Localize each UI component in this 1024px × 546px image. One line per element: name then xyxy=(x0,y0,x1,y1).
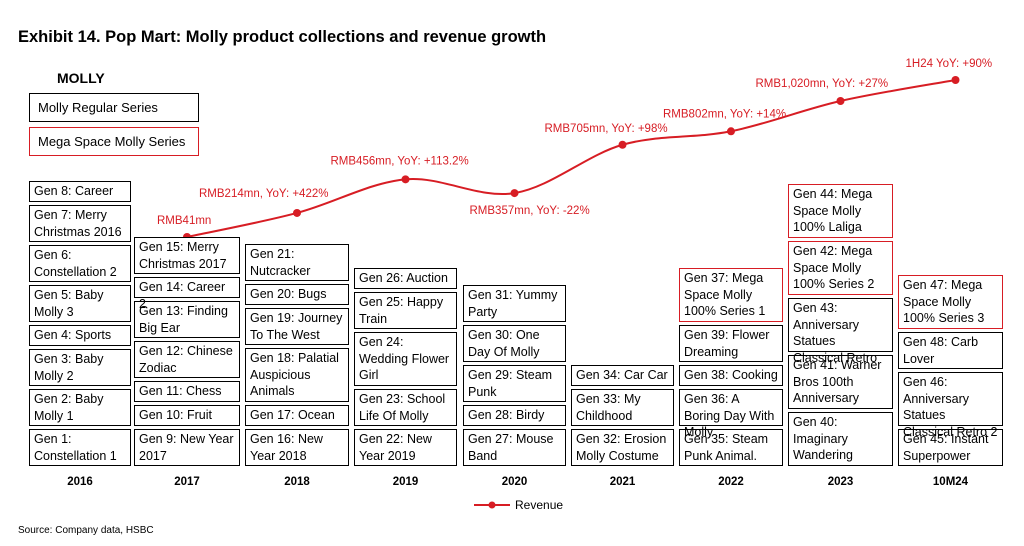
revenue-point xyxy=(951,76,960,84)
regular-series-box: Gen 25: Happy Train xyxy=(354,292,457,329)
regular-series-box: Gen 27: Mouse Band xyxy=(463,429,566,466)
regular-series-box: Gen 23: School Life Of Molly xyxy=(354,389,457,426)
regular-series-box: Gen 41: Warner Bros 100th Anniversary xyxy=(788,355,893,409)
revenue-line xyxy=(186,79,956,238)
x-tick-label: 2021 xyxy=(609,476,636,488)
regular-series-box: Gen 29: Steam Punk xyxy=(463,365,566,402)
regular-series-box: Gen 30: One Day Of Molly xyxy=(463,325,566,362)
regular-series-box: Gen 34: Car Car xyxy=(571,365,674,386)
regular-series-box: Gen 36: A Boring Day With Molly xyxy=(679,389,783,439)
revenue-data-label: RMB1,020mn, YoY: +27% xyxy=(756,78,889,90)
revenue-data-label: RMB214mn, YoY: +422% xyxy=(199,188,328,200)
regular-series-box: Gen 17: Ocean xyxy=(245,405,349,426)
regular-series-box: Gen 35: Steam Punk Animal. xyxy=(679,429,783,466)
regular-series-box: Gen 24: Wedding Flower Girl xyxy=(354,332,457,386)
regular-series-box: Gen 39: Flower Dreaming xyxy=(679,325,783,362)
mega-series-box: Gen 44: Mega Space Molly 100% Laliga xyxy=(788,184,893,238)
regular-series-box: Gen 6: Constellation 2 xyxy=(29,245,131,282)
regular-series-box: Gen 9: New Year 2017 xyxy=(134,429,240,466)
revenue-data-label: 1H24 YoY: +90% xyxy=(906,58,993,70)
x-tick-label: 10M24 xyxy=(932,476,969,488)
x-tick-label: 2019 xyxy=(392,476,419,488)
revenue-data-label: RMB41mn xyxy=(157,215,211,227)
regular-series-box: Gen 8: Career xyxy=(29,181,131,202)
x-tick-label: 2022 xyxy=(718,476,744,488)
regular-series-box: Gen 7: Merry Christmas 2016 xyxy=(29,205,131,242)
regular-series-box: Gen 2: Baby Molly 1 xyxy=(29,389,131,426)
revenue-data-label: RMB705mn, YoY: +98% xyxy=(545,123,668,135)
x-tick-label: 2018 xyxy=(284,476,310,488)
regular-series-box: Gen 38: Cooking xyxy=(679,365,783,386)
regular-series-box: Gen 48: Carb Lover xyxy=(898,332,1003,369)
regular-series-box: Gen 13: Finding Big Ear xyxy=(134,301,240,338)
mega-series-box: Gen 42: Mega Space Molly 100% Series 2 xyxy=(788,241,893,295)
legend-box-mega: Mega Space Molly Series xyxy=(29,127,199,156)
regular-series-box: Gen 4: Sports xyxy=(29,325,131,346)
regular-series-box: Gen 22: New Year 2019 xyxy=(354,429,457,466)
x-tick-label: 2020 xyxy=(501,476,528,488)
page-title: Exhibit 14. Pop Mart: Molly product coll… xyxy=(18,28,547,46)
mega-series-box: Gen 47: Mega Space Molly 100% Series 3 xyxy=(898,275,1003,329)
regular-series-box: Gen 11: Chess xyxy=(134,381,240,402)
regular-series-box: Gen 3: Baby Molly 2 xyxy=(29,349,131,386)
revenue-data-label: RMB456mn, YoY: +113.2% xyxy=(331,155,469,167)
regular-series-box: Gen 46: Anniversary Statues Classical Re… xyxy=(898,372,1003,439)
revenue-point xyxy=(401,175,410,184)
revenue-point xyxy=(510,189,519,198)
regular-series-box: Gen 40: Imaginary Wandering xyxy=(788,412,893,466)
revenue-point xyxy=(727,127,735,136)
brand-label: MOLLY xyxy=(57,70,105,86)
regular-series-box: Gen 21: Nutcracker xyxy=(245,244,349,281)
x-tick-label: 2023 xyxy=(827,476,854,488)
regular-series-box: Gen 16: New Year 2018 xyxy=(245,429,349,466)
regular-series-box: Gen 43: Anniversary Statues Classical Re… xyxy=(788,298,893,365)
regular-series-box: Gen 31: Yummy Party xyxy=(463,285,566,322)
regular-series-box: Gen 10: Fruit xyxy=(134,405,240,426)
legend-box-regular: Molly Regular Series xyxy=(29,93,199,122)
regular-series-box: Gen 26: Auction xyxy=(354,268,457,289)
legend-label: Revenue xyxy=(515,498,564,512)
revenue-point xyxy=(293,208,301,217)
revenue-data-label: RMB357mn, YoY: -22% xyxy=(470,205,590,217)
x-tick-label: 2016 xyxy=(67,476,93,488)
regular-series-box: Gen 19: Journey To The West xyxy=(245,308,349,345)
regular-series-box: Gen 5: Baby Molly 3 xyxy=(29,285,131,322)
regular-series-box: Gen 14: Career 2 xyxy=(134,277,240,311)
mega-series-box: Gen 37: Mega Space Molly 100% Series 1 xyxy=(679,268,783,322)
chart-legend: Revenue xyxy=(474,498,563,512)
regular-series-box: Gen 28: Birdy xyxy=(463,405,566,426)
regular-series-box: Gen 20: Bugs xyxy=(245,284,349,305)
legend-line-icon xyxy=(474,501,510,509)
regular-series-box: Gen 1: Constellation 1 xyxy=(29,429,131,466)
regular-series-box: Gen 32: Erosion Molly Costume xyxy=(571,429,674,466)
regular-series-box: Gen 12: Chinese Zodiac xyxy=(134,341,240,378)
regular-series-box: Gen 45: Instant Superpower xyxy=(898,429,1003,466)
revenue-point xyxy=(618,140,627,149)
revenue-point xyxy=(836,97,845,105)
x-tick-label: 2017 xyxy=(174,476,200,488)
source-note: Source: Company data, HSBC xyxy=(18,525,154,536)
regular-series-box: Gen 15: Merry Christmas 2017 xyxy=(134,237,240,274)
regular-series-box: Gen 33: My Childhood xyxy=(571,389,674,426)
regular-series-box: Gen 18: Palatial Auspicious Animals xyxy=(245,348,349,402)
revenue-data-label: RMB802mn, YoY: +14% xyxy=(663,108,786,120)
